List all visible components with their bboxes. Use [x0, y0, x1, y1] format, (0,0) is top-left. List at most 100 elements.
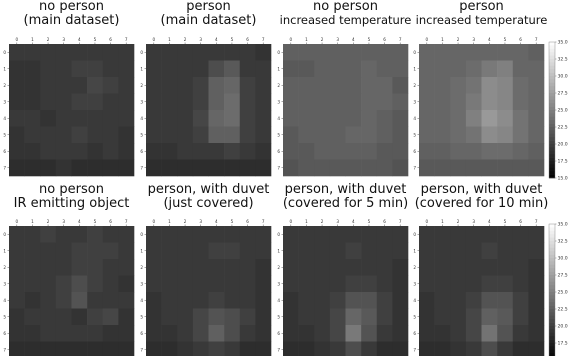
heatmap-cell	[361, 275, 378, 293]
colorbar-step	[549, 133, 555, 138]
heatmap-cell	[102, 44, 119, 61]
colorbar-step	[549, 42, 555, 46]
x-tick-label: 0	[15, 37, 18, 42]
colorbar-step	[549, 234, 555, 238]
heatmap-cell	[419, 292, 435, 309]
colorbar-tick-label: 27.5	[558, 91, 568, 97]
heatmap-cell	[146, 259, 162, 276]
heatmap-cell	[40, 77, 57, 94]
heatmap-cell	[177, 60, 194, 78]
x-tick-label: 3	[472, 37, 475, 42]
heatmap-cell	[345, 126, 362, 144]
heatmap-cell	[434, 226, 451, 243]
heatmap-cell	[298, 77, 315, 94]
colorbar-step	[549, 59, 555, 63]
heatmap-cell	[208, 159, 225, 177]
heatmap-cell	[71, 226, 88, 243]
heatmap-cell	[329, 275, 346, 293]
heatmap-cell	[392, 341, 409, 356]
heatmap-cell	[55, 93, 72, 111]
heatmap-cell	[345, 93, 362, 111]
heatmap-cell	[87, 325, 104, 342]
heatmap-cell	[118, 60, 135, 78]
y-tick-label: 7	[413, 347, 416, 352]
heatmap-cell	[177, 126, 194, 144]
heatmap-cell	[419, 126, 435, 144]
heatmap-cell	[450, 292, 467, 309]
x-tick-label: 6	[246, 37, 249, 42]
heatmap-cell	[298, 308, 315, 326]
heatmap-cell	[192, 44, 209, 61]
heatmap-cell	[450, 275, 467, 293]
heatmap-cell	[450, 126, 467, 144]
y-tick-label: 1	[140, 66, 143, 71]
heatmap-cell	[298, 143, 315, 160]
heatmap-cell	[24, 308, 41, 326]
x-tick-label: 6	[109, 219, 112, 224]
x-tick-label: 6	[519, 219, 522, 224]
y-tick-label: 7	[413, 165, 416, 170]
heatmap-cell	[161, 77, 178, 94]
heatmap-cell	[345, 159, 362, 177]
heatmap-cell	[419, 93, 435, 111]
y-tick-label: 2	[413, 265, 416, 270]
heatmap-cell	[192, 292, 209, 309]
heatmap-cell	[40, 341, 57, 356]
heatmap-cell	[208, 341, 225, 356]
heatmap-cell	[55, 275, 72, 293]
x-tick-label: 4	[78, 219, 81, 224]
heatmap-cell	[481, 341, 498, 356]
heatmap-cell	[208, 77, 225, 94]
heatmap-cell	[419, 226, 435, 243]
heatmap-cell	[24, 143, 41, 160]
heatmap-cell	[528, 292, 545, 309]
heatmap-cell	[161, 60, 178, 78]
x-tick-label: 4	[215, 37, 218, 42]
x-tick-label: 2	[321, 37, 324, 42]
panel-title-line-2: (main dataset)	[23, 13, 120, 29]
heatmap-cell	[239, 226, 256, 243]
heatmap-cell	[450, 60, 467, 78]
heatmap-cell	[314, 159, 331, 177]
heatmap-cell	[177, 325, 194, 342]
colorbar-step	[549, 346, 555, 351]
heatmap-cell	[255, 93, 272, 111]
heatmap-cell	[87, 292, 104, 309]
colorbar-step	[549, 82, 555, 87]
heatmap-cell	[528, 77, 545, 94]
heatmap-cell	[146, 159, 162, 177]
heatmap-cell	[434, 60, 451, 78]
heatmap-cell	[481, 110, 498, 127]
panel-title: person, with duvet (covered for 5 min)	[273, 182, 418, 212]
y-tick-label: 5	[413, 132, 416, 137]
heatmap-cell	[434, 126, 451, 144]
heatmap-cell	[146, 308, 162, 326]
heatmap-cell	[102, 325, 119, 342]
colorbar-step	[549, 268, 555, 272]
heatmap-cell	[376, 44, 393, 61]
heatmap-cell	[161, 126, 178, 144]
heatmap-cell	[283, 93, 299, 111]
panel-title: person, with duvet (just covered)	[136, 182, 281, 212]
heatmap-cell	[192, 60, 209, 78]
colorbar-step	[549, 247, 555, 252]
heatmap-cell	[55, 292, 72, 309]
heatmap-cell	[392, 259, 409, 276]
heatmap-cell	[465, 159, 482, 177]
y-tick-label: 4	[277, 116, 280, 121]
heatmap-cell	[118, 159, 135, 177]
colorbar-tick-label: 20.0	[558, 324, 568, 330]
colorbar: 35.032.530.027.525.022.520.017.515.0	[548, 222, 568, 356]
heatmap-cell	[376, 77, 393, 94]
y-tick-label: 0	[413, 50, 416, 55]
heatmap-cell	[192, 110, 209, 127]
heatmap-cell	[419, 159, 435, 177]
heatmap-cell	[528, 308, 545, 326]
heatmap-cell	[345, 77, 362, 94]
heatmap-cell	[87, 308, 104, 326]
heatmap-cell	[497, 159, 514, 177]
heatmap-cell	[239, 143, 256, 160]
y-tick-label: 2	[3, 83, 6, 88]
heatmap-cell	[283, 259, 299, 276]
x-tick-label: 6	[383, 37, 386, 42]
